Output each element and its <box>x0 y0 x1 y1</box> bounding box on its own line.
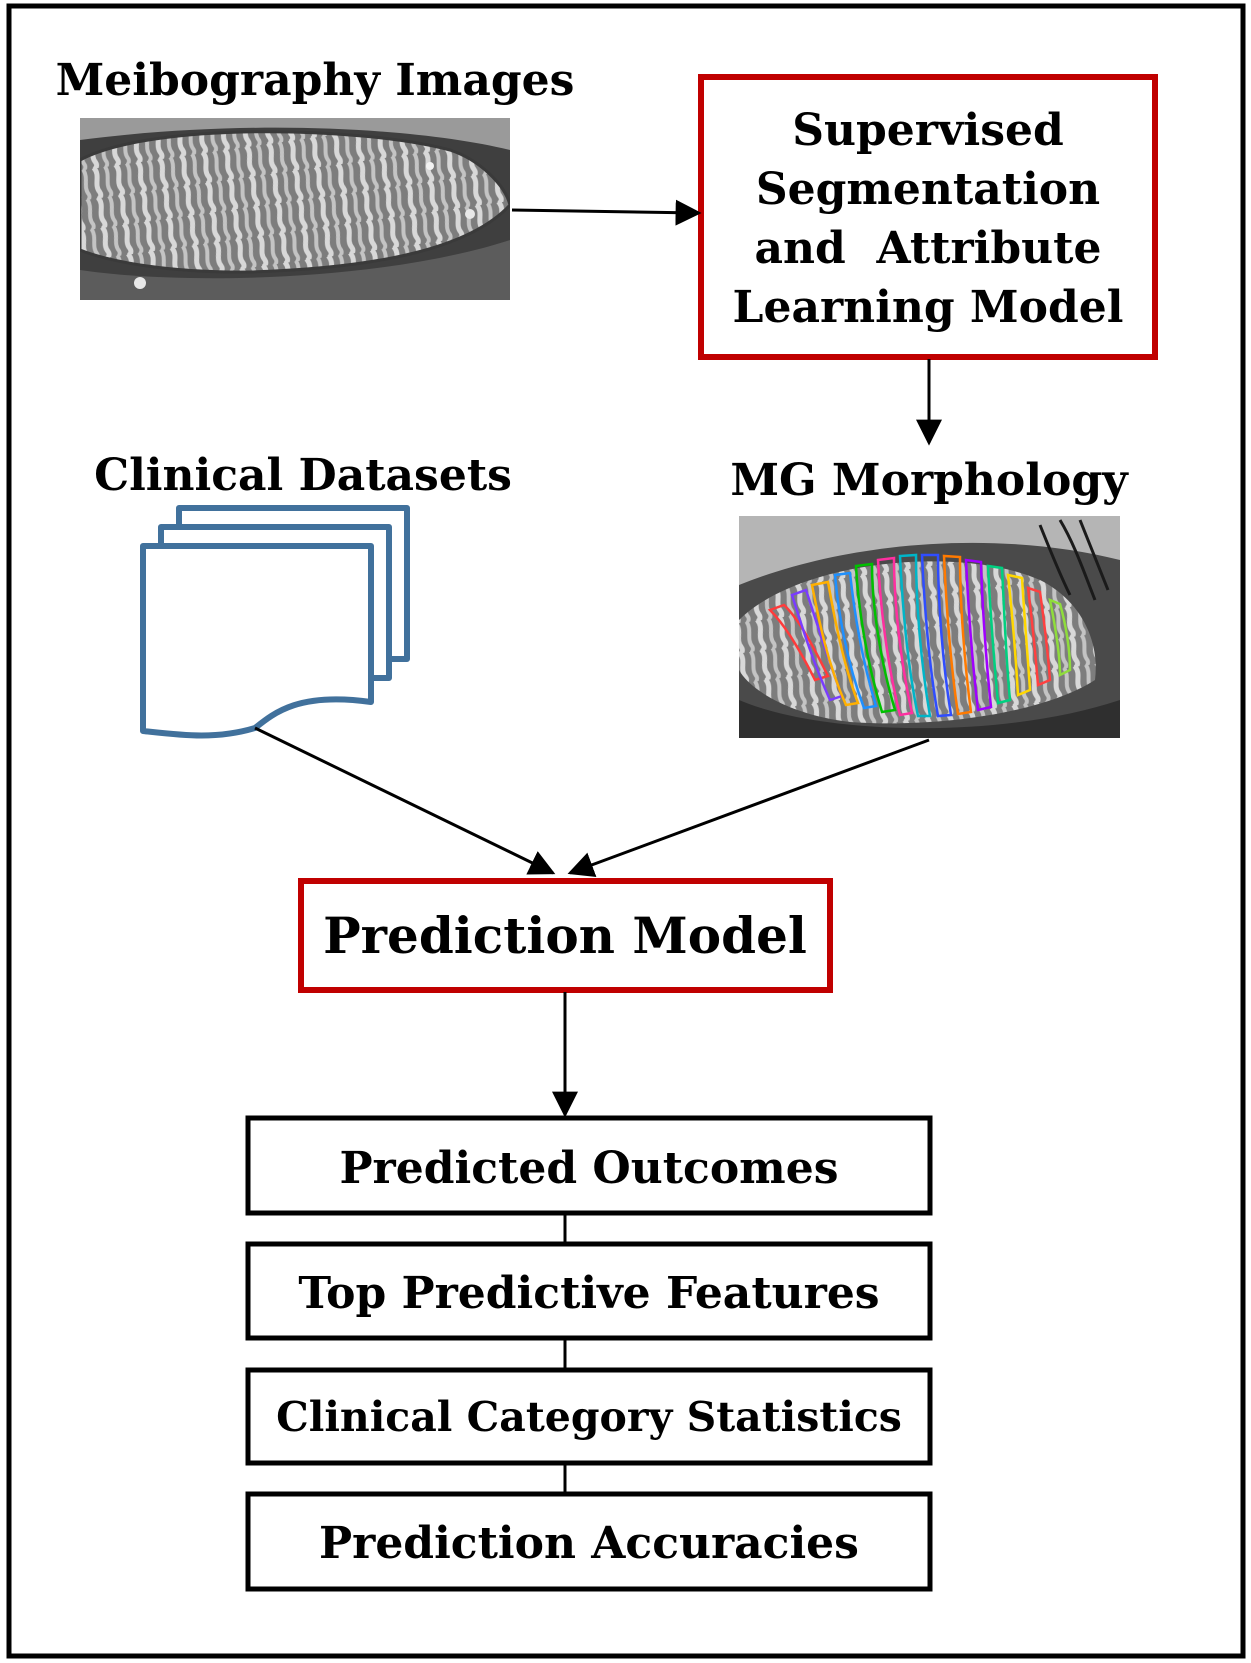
output-box-prediction-accuracies <box>245 1491 933 1592</box>
prediction-model-label: Prediction Model <box>323 906 807 965</box>
mg-morphology-label: MG Morphology <box>730 455 1129 506</box>
documents-icon <box>140 505 410 739</box>
output-label-clinical-category-statistics: Clinical Category Statistics <box>276 1393 902 1441</box>
mg-morphology-image <box>739 516 1120 738</box>
segmentation-model-box <box>698 74 1158 360</box>
output-box-top-predictive-features <box>245 1241 933 1341</box>
arrow-morphology-to-prediction <box>567 738 930 878</box>
arrow-clinical-to-prediction <box>254 726 556 875</box>
meibography-images-label: Meibography Images <box>56 55 575 106</box>
segmentation-line-1: Supervised <box>792 105 1064 156</box>
output-box-predicted-outcomes <box>245 1115 933 1216</box>
output-label-prediction-accuracies: Prediction Accuracies <box>319 1518 859 1569</box>
meibography-image <box>80 118 510 300</box>
output-label-predicted-outcomes: Predicted Outcomes <box>339 1143 838 1194</box>
output-label-top-predictive-features: Top Predictive Features <box>298 1268 879 1319</box>
prediction-model-box <box>298 878 833 993</box>
segmentation-line-2: Segmentation <box>756 164 1100 215</box>
arrow-image-to-segmentation <box>511 199 702 226</box>
clinical-datasets-label: Clinical Datasets <box>94 450 512 501</box>
output-box-clinical-category-statistics <box>245 1367 933 1466</box>
segmentation-line-4: Learning Model <box>733 282 1124 333</box>
segmentation-line-3: and Attribute <box>755 223 1102 274</box>
